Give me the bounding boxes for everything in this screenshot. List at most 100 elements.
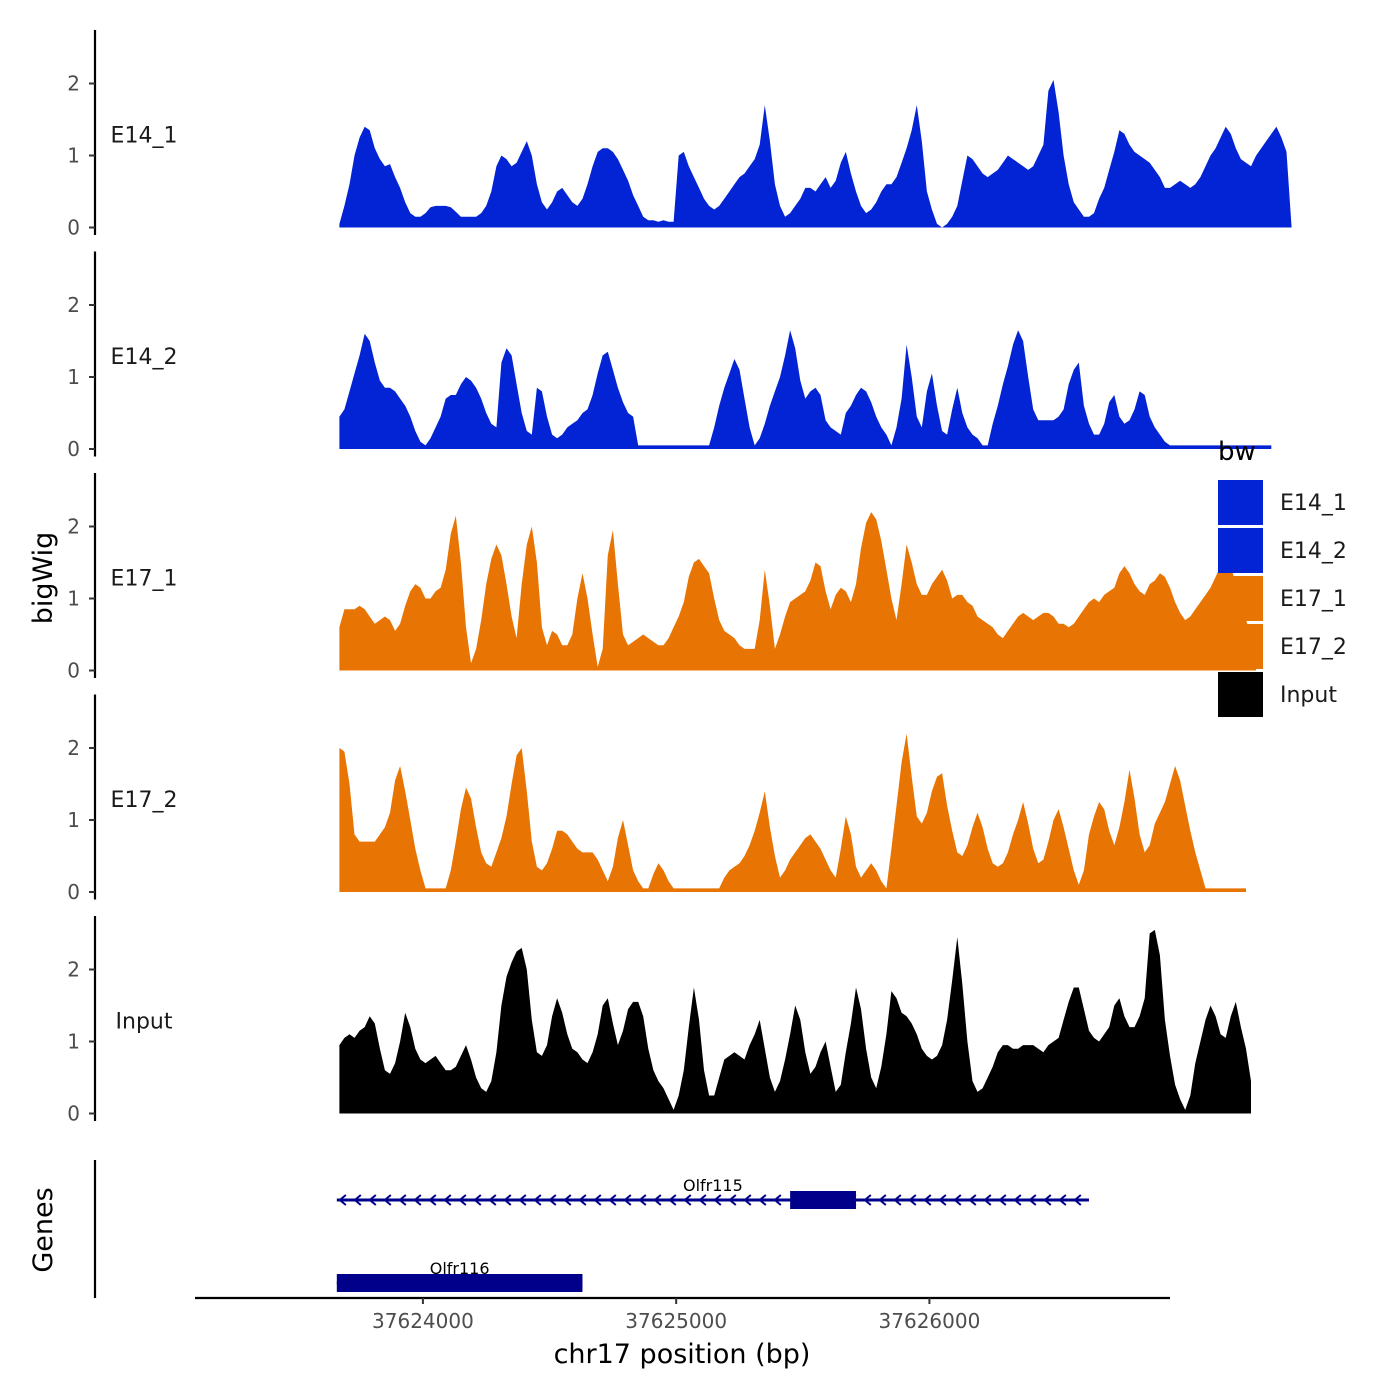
coverage-area bbox=[339, 733, 1246, 892]
legend: bw E14_1 E14_2 E17_1 E17_2 Input bbox=[1218, 437, 1347, 717]
strand-arrow bbox=[593, 1194, 602, 1206]
strand-arrow bbox=[863, 1194, 872, 1206]
strand-arrow bbox=[683, 1194, 692, 1206]
legend-label: E14_1 bbox=[1280, 491, 1347, 516]
gene-label: Olfr116 bbox=[430, 1259, 490, 1278]
y-tick-label: 2 bbox=[67, 515, 80, 539]
legend-label: E14_2 bbox=[1280, 539, 1347, 564]
strand-arrow bbox=[758, 1194, 767, 1206]
strand-arrow bbox=[413, 1277, 422, 1289]
y-tick-label: 2 bbox=[67, 72, 80, 96]
strand-arrow bbox=[638, 1194, 647, 1206]
strand-arrow bbox=[488, 1277, 497, 1289]
strand-arrow bbox=[623, 1194, 632, 1206]
legend-label: Input bbox=[1280, 683, 1337, 708]
strand-arrow bbox=[848, 1194, 857, 1206]
strand-arrow bbox=[548, 1194, 557, 1206]
y-tick-label: 1 bbox=[67, 365, 80, 389]
legend-title: bw bbox=[1218, 437, 1256, 467]
strand-arrow bbox=[908, 1194, 917, 1206]
strand-arrow bbox=[578, 1194, 587, 1206]
track-e17-2: 0 1 2 E17_2 bbox=[67, 694, 1246, 904]
legend-key bbox=[1218, 672, 1263, 717]
legend-key bbox=[1218, 624, 1263, 669]
x-axis: 37624000 37625000 37626000 bbox=[195, 1296, 1170, 1333]
strand-arrow bbox=[533, 1277, 542, 1289]
strand-arrow bbox=[1073, 1194, 1082, 1206]
strand-arrow bbox=[338, 1277, 347, 1289]
strand-arrow bbox=[518, 1277, 527, 1289]
strand-arrow bbox=[923, 1194, 932, 1206]
strand-arrow bbox=[413, 1194, 422, 1206]
strand-arrow bbox=[443, 1194, 452, 1206]
strand-arrow bbox=[653, 1194, 662, 1206]
strand-arrow bbox=[473, 1277, 482, 1289]
strand-arrow bbox=[983, 1194, 992, 1206]
y-tick-label: 0 bbox=[67, 216, 80, 240]
y-tick-label: 1 bbox=[67, 144, 80, 168]
strand-arrow bbox=[938, 1194, 947, 1206]
strand-arrow bbox=[788, 1194, 797, 1206]
gene-label: Olfr115 bbox=[683, 1176, 743, 1195]
strand-arrow bbox=[1058, 1194, 1067, 1206]
strand-arrow bbox=[968, 1194, 977, 1206]
y-tick-label: 2 bbox=[67, 958, 80, 982]
x-tick-label: 37624000 bbox=[372, 1309, 474, 1333]
strand-arrow bbox=[533, 1194, 542, 1206]
genes-axis-title: Genes bbox=[28, 1187, 59, 1272]
strand-arrow bbox=[893, 1194, 902, 1206]
strand-arrow bbox=[713, 1194, 722, 1206]
strand-arrow bbox=[728, 1194, 737, 1206]
y-tick-label: 0 bbox=[67, 1102, 80, 1126]
strand-arrow bbox=[503, 1277, 512, 1289]
strand-arrow bbox=[563, 1277, 572, 1289]
x-tick-label: 37626000 bbox=[879, 1309, 981, 1333]
strand-arrow bbox=[473, 1194, 482, 1206]
strand-arrow bbox=[698, 1194, 707, 1206]
strand-arrow bbox=[368, 1194, 377, 1206]
track-panels: 0 1 2 E14_1 0 1 2 E14_2 0 1 2 E17_1 0 1 2 E17_2 0 1 2 Input bbox=[67, 30, 1292, 1126]
x-tick-label: 37625000 bbox=[625, 1309, 727, 1333]
coverage-area bbox=[339, 79, 1292, 228]
strand-arrow bbox=[353, 1194, 362, 1206]
strand-arrow bbox=[488, 1194, 497, 1206]
strand-arrow bbox=[803, 1194, 812, 1206]
strand-arrow bbox=[833, 1194, 842, 1206]
strand-arrow bbox=[428, 1277, 437, 1289]
legend-key bbox=[1218, 480, 1263, 525]
strand-arrow bbox=[383, 1277, 392, 1289]
track-label: E17_2 bbox=[111, 788, 178, 813]
strand-arrow bbox=[878, 1194, 887, 1206]
strand-arrow bbox=[338, 1194, 347, 1206]
coverage-area bbox=[339, 929, 1251, 1114]
gene-olfr115: Olfr115 bbox=[336, 1176, 1089, 1209]
y-tick-label: 0 bbox=[67, 659, 80, 683]
strand-arrow bbox=[398, 1194, 407, 1206]
track-label: E14_1 bbox=[111, 124, 178, 149]
x-axis-title: chr17 position (bp) bbox=[554, 1339, 811, 1370]
strand-arrow bbox=[998, 1194, 1007, 1206]
strand-arrow bbox=[428, 1194, 437, 1206]
gene-olfr116: Olfr116 bbox=[336, 1259, 583, 1292]
strand-arrow bbox=[518, 1194, 527, 1206]
gene-exon bbox=[790, 1191, 856, 1209]
y-tick-label: 1 bbox=[67, 1030, 80, 1054]
track-label: E17_1 bbox=[111, 567, 178, 592]
strand-arrow bbox=[608, 1194, 617, 1206]
y-axis-title: bigWig bbox=[28, 532, 59, 625]
strand-arrow bbox=[398, 1277, 407, 1289]
legend-label: E17_2 bbox=[1280, 635, 1347, 660]
strand-arrow bbox=[818, 1194, 827, 1206]
track-e17-1: 0 1 2 E17_1 bbox=[67, 473, 1257, 683]
track-label: E14_2 bbox=[111, 345, 178, 370]
track-label: Input bbox=[116, 1010, 173, 1035]
track-e14-2: 0 1 2 E14_2 bbox=[67, 251, 1272, 461]
strand-arrow bbox=[953, 1194, 962, 1206]
strand-arrow bbox=[668, 1194, 677, 1206]
strand-arrow bbox=[1013, 1194, 1022, 1206]
strand-arrow bbox=[353, 1277, 362, 1289]
strand-arrow bbox=[368, 1277, 377, 1289]
y-tick-label: 2 bbox=[67, 736, 80, 760]
legend-key bbox=[1218, 528, 1263, 573]
y-tick-label: 1 bbox=[67, 808, 80, 832]
